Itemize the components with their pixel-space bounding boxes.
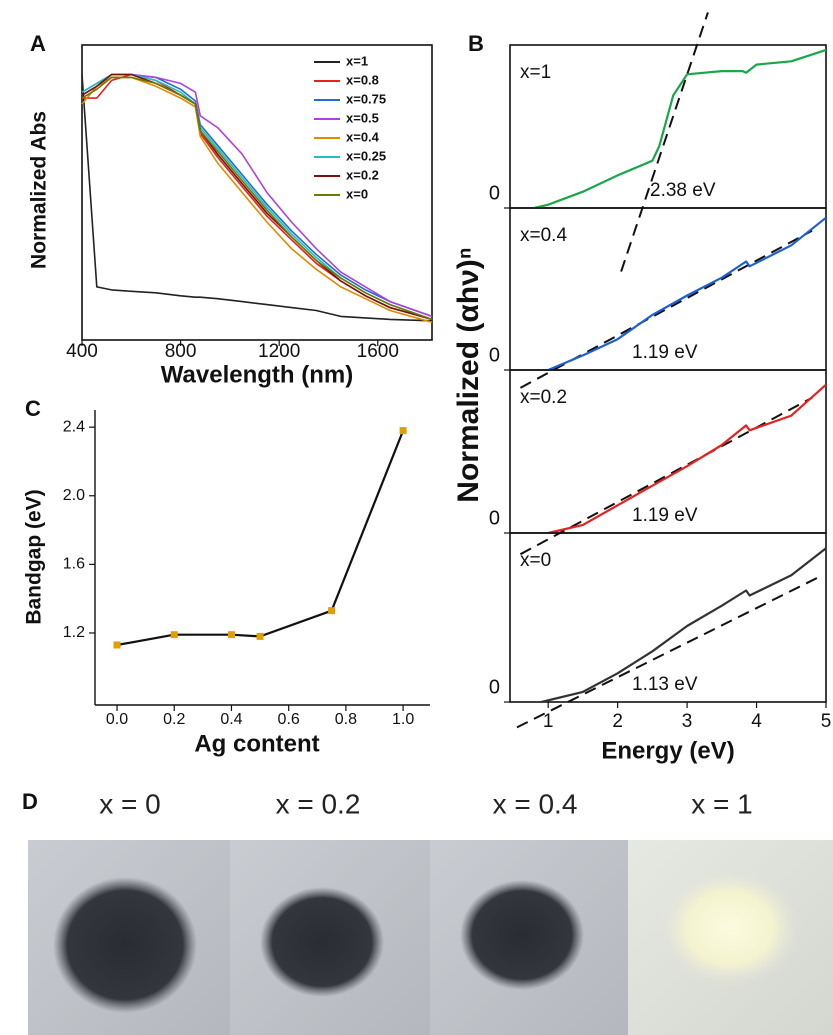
x-axis-label: Energy (eV): [601, 737, 734, 764]
y-tick-label: 2.0: [63, 487, 85, 504]
data-point: [170, 631, 178, 639]
x-axis-label: Wavelength (nm): [161, 361, 353, 388]
panel-label: C: [25, 396, 41, 421]
sample-label: x=0.2: [520, 387, 567, 408]
x-tick-label: 800: [165, 341, 197, 362]
data-line: [81, 74, 433, 322]
bandgap-annotation: 1.13 eV: [632, 674, 698, 695]
x-tick-label: 1600: [357, 341, 399, 362]
photo-caption: x = 0.2: [276, 788, 361, 819]
y-tick-label: 0: [489, 676, 500, 698]
data-point: [328, 607, 336, 615]
x-tick-label: 400: [66, 341, 98, 362]
data-line: [534, 48, 827, 210]
x-tick-label: 1.0: [392, 711, 414, 728]
data-line: [81, 76, 433, 324]
panel-label: B: [468, 31, 484, 56]
data-line: [81, 76, 433, 321]
sample-label: x=1: [520, 62, 551, 83]
data-line: [541, 547, 827, 704]
sample-pile: [260, 887, 384, 997]
legend-label: x=0: [346, 186, 368, 201]
data-line: [82, 73, 433, 321]
x-tick-label: 1: [543, 711, 554, 732]
bandgap-annotation: 2.38 eV: [650, 180, 716, 201]
fit-line: [519, 229, 813, 389]
y-tick-label: 1.6: [63, 556, 85, 573]
y-tick-label: 0: [489, 507, 500, 529]
data-point: [399, 427, 407, 435]
x-tick-label: 5: [821, 711, 832, 732]
x-tick-label: 0.0: [106, 711, 128, 728]
data-point: [227, 631, 235, 639]
plot-frame: [509, 532, 827, 703]
bandgap-annotation: 1.19 eV: [632, 505, 698, 526]
y-tick-label: 1.2: [63, 624, 85, 641]
y-axis-label: Normalized (αhν)ⁿ: [452, 247, 485, 502]
plot-frame: [81, 44, 433, 341]
data-point: [113, 641, 121, 649]
photo-panel: [28, 840, 833, 1035]
fit-line: [516, 574, 823, 729]
data-line: [116, 430, 405, 647]
sample-pile: [460, 880, 584, 990]
sample-label: x=0.4: [520, 225, 567, 246]
legend-label: x=0.25: [346, 148, 386, 163]
x-tick-label: 0.6: [278, 711, 300, 728]
legend-label: x=0.4: [346, 129, 380, 144]
y-tick-label: 0: [489, 182, 500, 204]
legend-label: x=0.75: [346, 91, 386, 106]
y-tick-label: 0: [489, 344, 500, 366]
data-point: [256, 632, 264, 640]
legend-label: x=0.5: [346, 110, 379, 125]
sample-pile: [53, 877, 197, 1013]
data-line: [81, 73, 433, 321]
fit-line: [519, 396, 813, 556]
x-tick-label: 1200: [258, 341, 300, 362]
x-tick-label: 0.2: [163, 711, 185, 728]
photo-caption: x = 0: [99, 788, 160, 819]
data-line: [547, 383, 827, 535]
legend-label: x=0.8: [346, 72, 379, 87]
x-tick-label: 4: [751, 711, 762, 732]
bandgap-annotation: 1.19 eV: [632, 342, 698, 363]
fit-line: [620, 12, 709, 272]
x-tick-label: 2: [612, 711, 623, 732]
data-line: [547, 216, 827, 372]
x-axis-label: Ag content: [194, 730, 319, 757]
photo-caption: x = 1: [691, 788, 752, 819]
sample-pile: [658, 868, 802, 988]
y-tick-label: 2.4: [63, 418, 85, 435]
y-axis-label: Normalized Abs: [28, 111, 51, 269]
photo-caption: x = 0.4: [493, 788, 578, 819]
legend-label: x=1: [346, 53, 368, 68]
panel-label: D: [22, 789, 38, 814]
y-axis-label: Bandgap (eV): [23, 489, 46, 624]
data-line: [81, 73, 433, 321]
sample-label: x=0: [520, 550, 551, 571]
x-tick-label: 0.8: [335, 711, 357, 728]
legend-label: x=0.2: [346, 167, 379, 182]
panel-label: A: [30, 31, 46, 56]
x-tick-label: 0.4: [220, 711, 242, 728]
x-tick-label: 3: [682, 711, 693, 732]
